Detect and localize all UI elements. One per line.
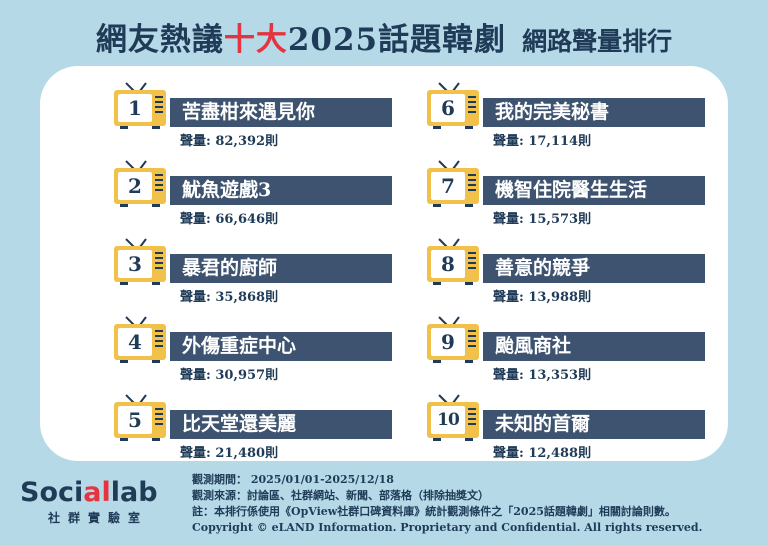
logo-subtitle: 社群實驗室	[48, 511, 149, 525]
rank-number: 7	[441, 174, 455, 198]
show-name: 未知的首爾	[483, 410, 705, 439]
note-copyright: Copyright © eLAND Information. Proprieta…	[192, 521, 703, 534]
show-volume: 聲量: 30,957則	[180, 368, 279, 383]
ranking-item-7: 7 機智住院醫生生活 聲量: 15,573則	[389, 156, 709, 227]
title-main: 網友熱議	[95, 22, 224, 58]
show-name: 外傷重症中心	[170, 332, 392, 361]
tv-icon: 5	[112, 394, 168, 442]
retro-tv-graphic	[114, 160, 166, 207]
logo-text-b: al	[83, 477, 111, 508]
ranking-item-2: 2 魷魚遊戲3 聲量: 66,646則	[76, 156, 396, 227]
show-name: 魷魚遊戲3	[170, 176, 392, 205]
show-name: 善意的競爭	[483, 254, 705, 283]
show-volume: 聲量: 13,988則	[493, 290, 592, 305]
ranking-item-10: 10 未知的首爾 聲量: 12,488則	[389, 390, 709, 461]
show-name: 苦盡柑來遇見你	[170, 98, 392, 127]
rank-number: 1	[128, 96, 142, 120]
show-volume: 聲量: 82,392則	[180, 134, 279, 149]
tv-icon: 6	[425, 82, 481, 130]
rank-number: 9	[441, 330, 455, 354]
logo-text-c: lab	[110, 477, 158, 508]
show-name: 颱風商社	[483, 332, 705, 361]
ranking-item-9: 9 颱風商社 聲量: 13,353則	[389, 312, 709, 383]
rank-number: 3	[128, 252, 142, 276]
show-volume: 聲量: 35,868則	[180, 290, 279, 305]
page-title: 網友熱議十大2025話題韓劇 網路聲量排行	[0, 14, 768, 64]
sociallab-logo: Sociallab 社群實驗室	[20, 478, 185, 534]
ranking-item-4: 4 外傷重症中心 聲量: 30,957則	[76, 312, 396, 383]
rank-number: 2	[128, 174, 142, 198]
ranking-item-6: 6 我的完美秘書 聲量: 17,114則	[389, 78, 709, 149]
note-period: 觀測期間： 2025/01/01-2025/12/18	[192, 473, 394, 486]
tv-icon: 8	[425, 238, 481, 286]
show-volume: 聲量: 15,573則	[493, 212, 592, 227]
show-name: 暴君的廚師	[170, 254, 392, 283]
note-source: 觀測來源：討論區、社群網站、新聞、部落格（排除抽獎文）	[192, 489, 489, 502]
ranking-item-8: 8 善意的競爭 聲量: 13,988則	[389, 234, 709, 305]
note-footnote: 註：本排行係使用《OpView社群口碑資料庫》統計觀測條件之「2025話題韓劇」…	[192, 505, 676, 518]
retro-tv-graphic	[114, 82, 166, 129]
tv-icon: 10	[425, 394, 481, 442]
tv-icon: 7	[425, 160, 481, 208]
tv-icon: 2	[112, 160, 168, 208]
rank-number: 10	[437, 410, 460, 430]
ranking-item-5: 5 比天堂還美麗 聲量: 21,480則	[76, 390, 396, 461]
show-volume: 聲量: 17,114則	[493, 134, 592, 149]
show-volume: 聲量: 21,480則	[180, 446, 279, 461]
ranking-item-1: 1 苦盡柑來遇見你 聲量: 82,392則	[76, 78, 396, 149]
show-volume: 聲量: 12,488則	[493, 446, 592, 461]
tv-icon: 4	[112, 316, 168, 364]
show-name: 機智住院醫生生活	[483, 176, 705, 205]
show-name: 比天堂還美麗	[170, 410, 392, 439]
show-volume: 聲量: 13,353則	[493, 368, 592, 383]
retro-tv-graphic	[427, 82, 479, 129]
retro-tv-graphic	[114, 238, 166, 285]
retro-tv-graphic	[114, 394, 166, 441]
logo-wordmark: Sociallab	[20, 478, 185, 508]
title-highlight: 十大	[223, 22, 288, 58]
title-subtitle: 網路聲量排行	[522, 27, 673, 56]
retro-tv-graphic	[427, 160, 479, 207]
tv-icon: 1	[112, 82, 168, 130]
retro-tv-graphic	[427, 238, 479, 285]
retro-tv-graphic	[427, 316, 479, 363]
footnotes: 觀測期間： 2025/01/01-2025/12/18 觀測來源：討論區、社群網…	[192, 472, 757, 536]
title-topic: 2025話題韓劇	[287, 22, 507, 58]
retro-tv-graphic	[114, 316, 166, 363]
show-name: 我的完美秘書	[483, 98, 705, 127]
ranking-item-3: 3 暴君的廚師 聲量: 35,868則	[76, 234, 396, 305]
tv-icon: 9	[425, 316, 481, 364]
rank-number: 6	[441, 96, 455, 120]
rank-number: 8	[441, 252, 455, 276]
retro-tv-graphic	[427, 394, 479, 441]
tv-icon: 3	[112, 238, 168, 286]
ranking-panel: 1 苦盡柑來遇見你 聲量: 82,392則 2 魷魚遊戲3 聲量: 66,646…	[40, 66, 728, 461]
rank-number: 5	[128, 408, 142, 432]
show-volume: 聲量: 66,646則	[180, 212, 279, 227]
logo-text-a: Soci	[20, 477, 84, 508]
rank-number: 4	[128, 330, 142, 354]
